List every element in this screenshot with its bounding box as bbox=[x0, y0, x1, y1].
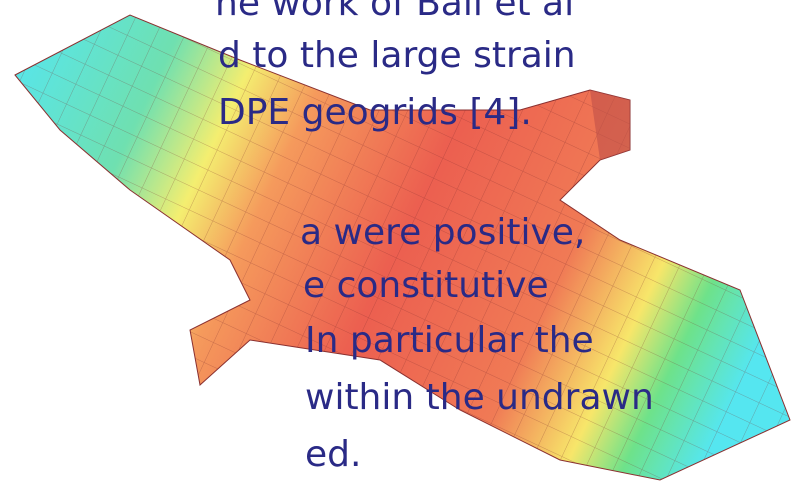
text-line: within the undrawn bbox=[305, 380, 654, 416]
text-line: DPE geogrids [4]. bbox=[218, 95, 532, 131]
text-line: d to the large strain bbox=[218, 38, 576, 74]
text-line: ed. bbox=[305, 437, 361, 473]
text-line: he work of Bail et al bbox=[215, 0, 574, 22]
text-line: In particular the bbox=[305, 323, 594, 359]
text-line: e constitutive bbox=[303, 268, 549, 304]
slide: he work of Bail et al d to the large str… bbox=[0, 0, 793, 500]
text-line: a were positive, bbox=[300, 215, 585, 251]
